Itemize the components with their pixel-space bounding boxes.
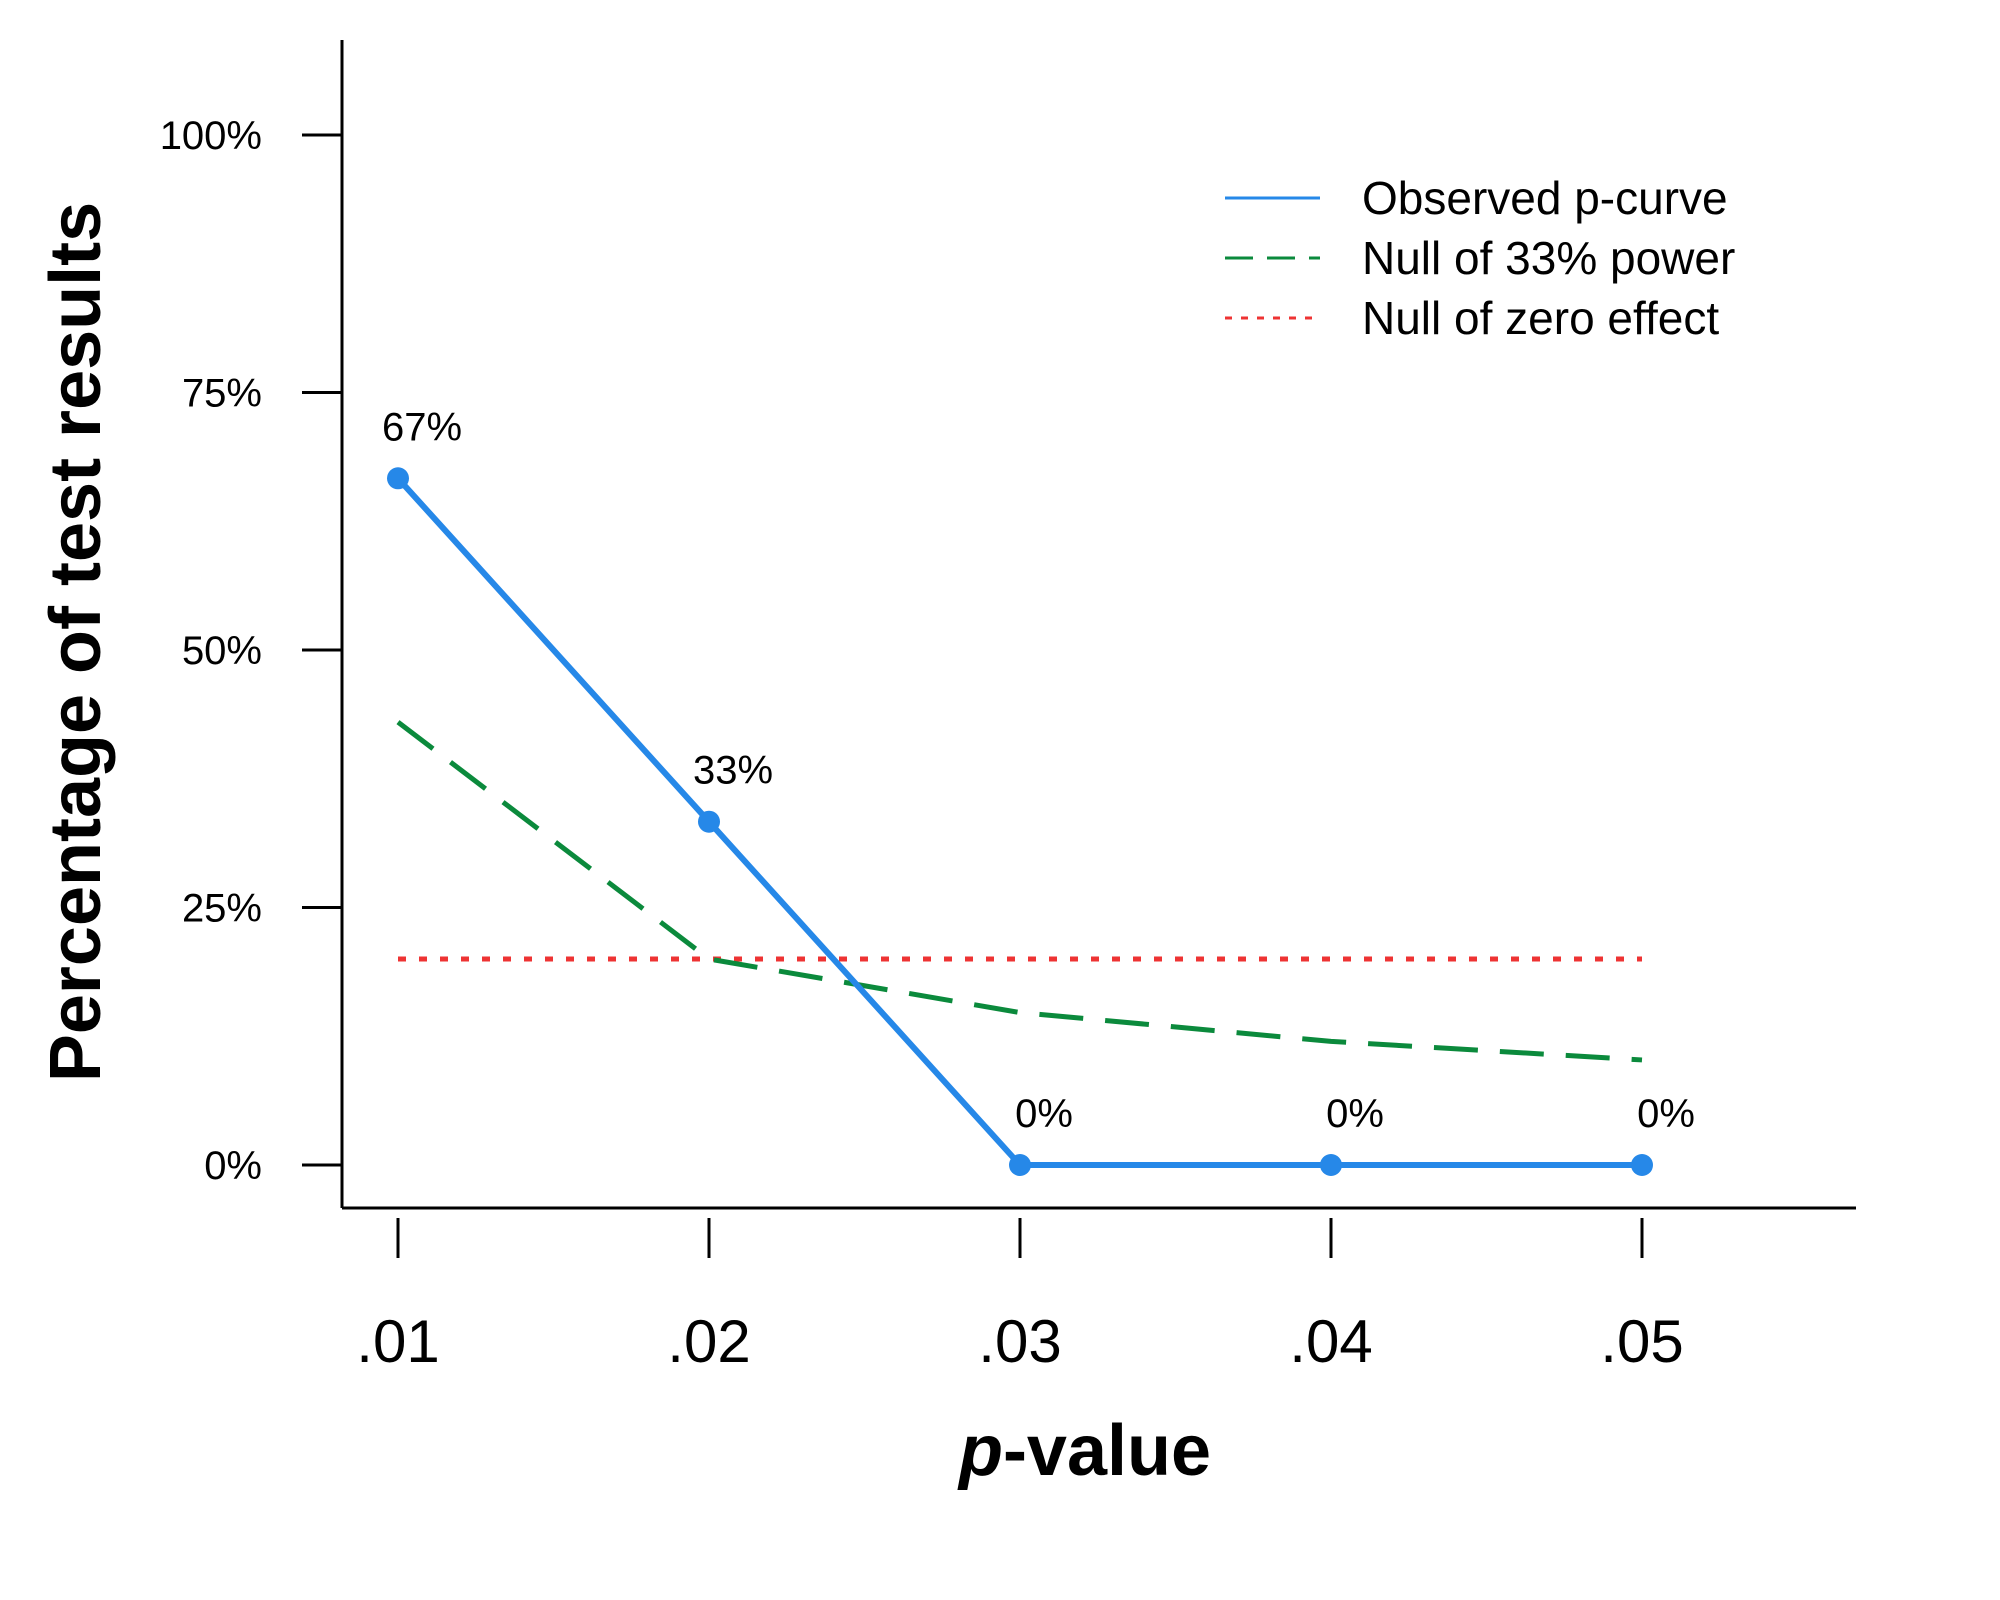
data-point [387, 467, 409, 490]
legend-label: Null of 33% power [1362, 232, 1735, 284]
data-label: 33% [693, 749, 773, 793]
data-label: 67% [382, 405, 462, 449]
y-tick-label: 100% [160, 114, 262, 158]
y-tick-label: 0% [204, 1144, 262, 1188]
data-label: 0% [1015, 1092, 1073, 1136]
series-line-observed-p-curve [395, 476, 1642, 1168]
y-axis-title: Percentage of test results [36, 202, 116, 1082]
y-tick-label: 75% [182, 372, 262, 416]
data-point [698, 810, 720, 833]
data-label: 0% [1326, 1092, 1384, 1136]
legend: Observed p-curve Null of 33% power Null of… [1225, 172, 1735, 344]
x-axis-title-italic: p [957, 1411, 1003, 1491]
axes [340, 40, 1856, 1210]
y-tick-label: 50% [182, 629, 262, 673]
legend-label: Observed p-curve [1362, 172, 1728, 224]
x-tick-label: .02 [667, 1308, 750, 1375]
x-tick-label: .04 [1289, 1308, 1372, 1375]
data-label: 0% [1637, 1092, 1695, 1136]
data-point [1631, 1154, 1653, 1176]
data-point [1320, 1154, 1342, 1176]
x-tick-label: .05 [1600, 1308, 1683, 1375]
data-labels: 67% 33% 0% 0% 0% [382, 405, 1695, 1136]
series-line-null-of-33-power [396, 720, 1643, 1063]
y-ticks: 0% 25% 50% 75% 100% [160, 114, 342, 1188]
x-tick-label: .03 [978, 1308, 1061, 1375]
x-axis-title-rest: -value [1003, 1411, 1211, 1491]
x-tick-label: .01 [356, 1308, 439, 1375]
data-point [1009, 1154, 1031, 1176]
x-ticks: .01 .02 .03 .04 .05 [356, 1218, 1684, 1375]
x-axis-title: p-value [957, 1411, 1211, 1491]
y-tick-label: 25% [182, 887, 262, 931]
legend-label: Null of zero effect [1362, 292, 1719, 344]
series-group [387, 467, 1653, 1176]
